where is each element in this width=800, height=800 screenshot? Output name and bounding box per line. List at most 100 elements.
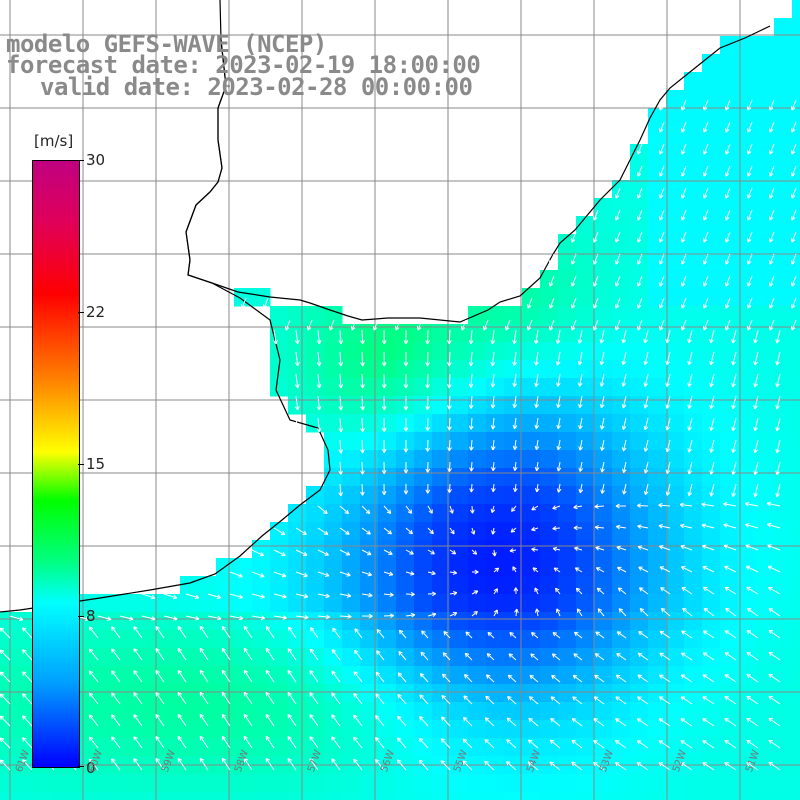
wind-arrow: [570, 319, 577, 331]
wind-arrow: [306, 319, 313, 331]
wind-speed-cell: [378, 450, 397, 469]
wind-arrow: [316, 351, 322, 367]
wind-speed-cell: [774, 90, 793, 109]
wind-arrow: [309, 670, 319, 683]
wind-speed-cell: [540, 324, 559, 343]
wind-arrow: [556, 483, 562, 493]
wind-speed-cell: [738, 648, 757, 667]
wind-arrow: [491, 527, 496, 535]
wind-speed-cell: [54, 774, 73, 793]
wind-speed-cell: [360, 486, 379, 505]
wind-speed-cell: [324, 594, 343, 613]
wind-arrow: [273, 549, 286, 557]
wind-speed-cell: [450, 594, 469, 613]
wind-speed-cell: [126, 702, 145, 721]
wind-speed-cell: [306, 486, 325, 505]
wind-arrow: [361, 592, 373, 598]
wind-speed-cell: [720, 684, 739, 703]
wind-arrow: [405, 527, 413, 535]
wind-arrow: [753, 461, 759, 476]
wind-arrow: [294, 395, 300, 411]
wind-arrow: [680, 319, 687, 331]
wind-arrow: [207, 615, 222, 621]
wind-speed-cell: [630, 702, 649, 721]
wind-arrow: [133, 758, 143, 771]
wind-speed-cell: [360, 342, 379, 361]
wind-arrow: [753, 329, 759, 344]
wind-arrow: [419, 716, 429, 727]
wind-speed-cell: [396, 432, 415, 451]
wind-arrow: [592, 319, 599, 331]
wind-speed-cell: [576, 306, 595, 325]
wind-speed-cell: [180, 738, 199, 757]
wind-speed-cell: [324, 522, 343, 541]
wind-speed-cell: [594, 612, 613, 631]
wind-speed-cell: [774, 630, 793, 649]
wind-speed-cell: [702, 594, 721, 613]
wind-speed-cell: [684, 468, 703, 487]
wind-speed-cell: [702, 432, 721, 451]
wind-speed-cell: [702, 54, 721, 73]
wind-speed-cell: [540, 396, 559, 415]
wind-arrow: [577, 329, 583, 344]
wind-arrow: [702, 187, 709, 199]
wind-arrow: [316, 373, 322, 389]
wind-speed-cell: [576, 612, 595, 631]
wind-arrow: [398, 629, 407, 639]
wind-arrow: [639, 608, 649, 617]
wind-arrow: [468, 373, 474, 388]
wind-speed-cell: [684, 684, 703, 703]
wind-speed-cell: [414, 540, 433, 559]
wind-speed-cell: [684, 702, 703, 721]
wind-speed-cell: [792, 486, 800, 505]
wind-speed-cell: [666, 720, 685, 739]
wind-speed-cell: [792, 18, 800, 37]
wind-speed-cell: [108, 648, 127, 667]
wind-speed-cell: [630, 324, 649, 343]
wind-speed-cell: [486, 648, 505, 667]
wind-speed-cell: [432, 774, 451, 793]
wind-arrow: [702, 143, 709, 155]
wind-arrow: [133, 692, 143, 705]
wind-speed-cell: [90, 630, 109, 649]
wind-speed-cell: [450, 360, 469, 379]
wind-arrow: [790, 209, 797, 221]
wind-speed-cell: [18, 774, 37, 793]
wind-arrow: [0, 627, 11, 639]
wind-arrow: [396, 737, 407, 749]
wind-arrow: [768, 608, 781, 617]
wind-speed-cell: [720, 720, 739, 739]
wind-speed-cell: [486, 486, 505, 505]
wind-speed-cell: [684, 720, 703, 739]
wind-speed-cell: [468, 342, 487, 361]
wind-arrow: [447, 439, 452, 452]
wind-arrow: [462, 716, 473, 727]
wind-arrow: [746, 99, 753, 111]
wind-speed-cell: [540, 684, 559, 703]
wind-arrow: [425, 351, 430, 367]
wind-arrow: [383, 571, 394, 577]
wind-arrow: [316, 329, 322, 345]
wind-arrow: [532, 567, 539, 573]
wind-arrow: [790, 231, 797, 243]
wind-speed-cell: [558, 342, 577, 361]
wind-arrow: [790, 165, 797, 177]
wind-speed-cell: [540, 288, 559, 307]
wind-speed-cell: [558, 648, 577, 667]
wind-speed-cell: [756, 180, 775, 199]
wind-speed-cell: [792, 414, 800, 433]
wind-speed-cell: [648, 342, 667, 361]
wind-speed-cell: [558, 360, 577, 379]
wind-speed-cell: [666, 738, 685, 757]
wind-speed-cell: [468, 450, 487, 469]
wind-speed-cell: [306, 396, 325, 415]
wind-arrow: [597, 608, 605, 617]
wind-arrow: [702, 696, 715, 705]
wind-speed-cell: [126, 738, 145, 757]
wind-arrow: [22, 671, 33, 683]
wind-speed-cell: [792, 576, 800, 595]
wind-speed-cell: [396, 774, 415, 793]
wind-speed-cell: [648, 450, 667, 469]
wind-speed-cell: [522, 558, 541, 577]
wind-speed-cell: [0, 774, 19, 793]
